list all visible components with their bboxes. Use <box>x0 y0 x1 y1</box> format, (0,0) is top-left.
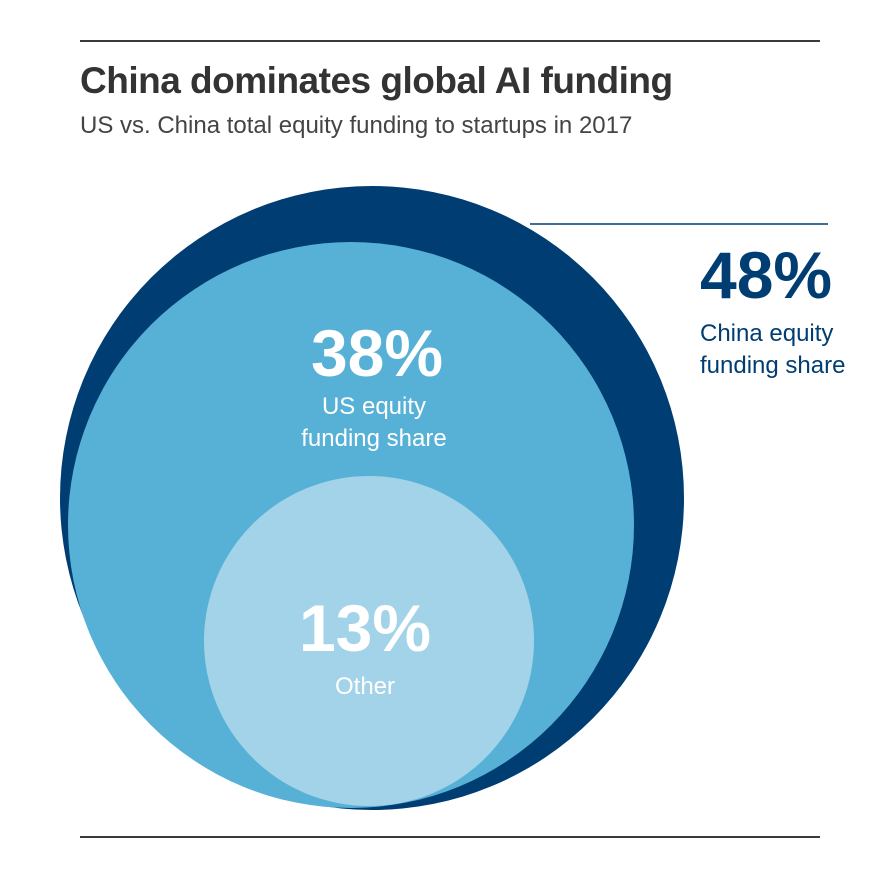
other-value-label: 13% <box>299 591 431 665</box>
chart-title: China dominates global AI funding <box>80 60 673 101</box>
china-label-line-1: China equity <box>700 320 833 347</box>
other-label: Other <box>335 673 395 700</box>
top-rule <box>80 40 820 42</box>
bottom-rule <box>80 836 820 838</box>
us-label-line-2: funding share <box>301 425 446 452</box>
china-value-label: 48% <box>700 238 832 312</box>
chart-subtitle: US vs. China total equity funding to sta… <box>80 112 633 139</box>
china-label-line-2: funding share <box>700 352 845 379</box>
other-circle <box>204 476 534 806</box>
us-value-label: 38% <box>311 316 443 390</box>
us-label-line-1: US equity <box>322 393 426 420</box>
